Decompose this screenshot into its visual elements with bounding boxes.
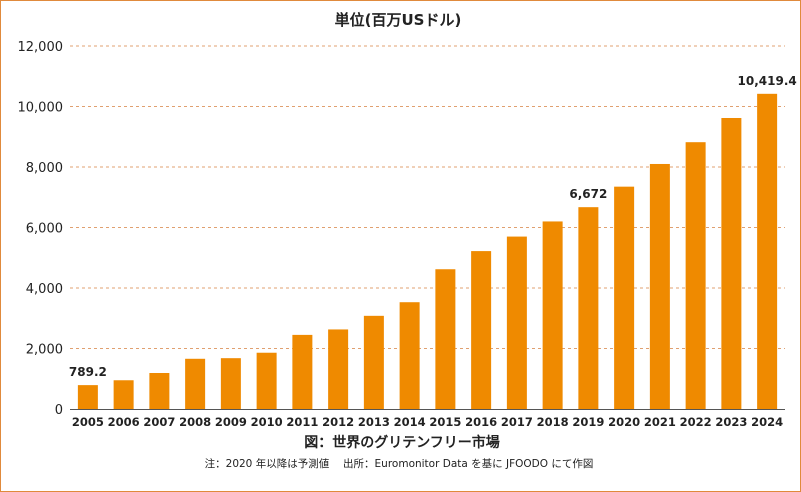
data-labels: 789.2 6,672 10,419.4 bbox=[69, 74, 797, 379]
x-tick-label: 2013 bbox=[358, 415, 390, 429]
unit-label: 単位(百万USドル) bbox=[335, 11, 462, 29]
bar-2020 bbox=[614, 186, 635, 409]
x-tick-label: 2016 bbox=[465, 415, 497, 429]
y-tick-label: 2,000 bbox=[26, 343, 63, 358]
bar-2006 bbox=[113, 380, 134, 409]
bar-2019 bbox=[578, 207, 599, 409]
bar-2018 bbox=[542, 221, 563, 409]
bar-2010 bbox=[256, 352, 277, 409]
x-tick-label: 2007 bbox=[143, 415, 175, 429]
y-tick-label: 12,000 bbox=[18, 40, 64, 55]
x-tick-label: 2006 bbox=[108, 415, 140, 429]
bar-2016 bbox=[471, 251, 492, 409]
bar-2009 bbox=[220, 358, 241, 409]
x-tick-label: 2023 bbox=[715, 415, 747, 429]
x-tick-label: 2011 bbox=[286, 415, 318, 429]
x-tick-label: 2018 bbox=[537, 415, 569, 429]
bar-2007 bbox=[149, 373, 170, 409]
bar-2005 bbox=[77, 385, 98, 409]
x-tick-label: 2008 bbox=[179, 415, 211, 429]
bar-2014 bbox=[399, 302, 420, 409]
x-tick-label: 2010 bbox=[251, 415, 283, 429]
bar-2023 bbox=[721, 117, 742, 410]
bar-2024 bbox=[757, 93, 778, 410]
bar-2008 bbox=[185, 358, 206, 409]
y-tick-label: 10,000 bbox=[18, 101, 64, 116]
bar-2015 bbox=[435, 269, 456, 409]
x-tick-label: 2012 bbox=[322, 415, 354, 429]
x-tick-label: 2017 bbox=[501, 415, 533, 429]
bars bbox=[77, 93, 778, 410]
bar-2022 bbox=[685, 142, 706, 409]
x-tick-label: 2022 bbox=[680, 415, 712, 429]
x-tick-label: 2014 bbox=[394, 415, 426, 429]
x-tick-label: 2024 bbox=[751, 415, 783, 429]
x-tick-label: 2020 bbox=[608, 415, 640, 429]
bar-2021 bbox=[649, 163, 670, 409]
data-label-2024: 10,419.4 bbox=[738, 74, 797, 88]
y-axis-ticks: 0 2,000 4,000 6,000 8,000 10,000 12,000 bbox=[18, 40, 64, 418]
bar-2017 bbox=[506, 236, 527, 409]
y-tick-label: 0 bbox=[55, 403, 63, 418]
x-tick-label: 2021 bbox=[644, 415, 676, 429]
data-label-2005: 789.2 bbox=[69, 365, 107, 379]
x-axis-ticks: 2005 2006 2007 2008 2009 2010 2011 2012 2013 2014… bbox=[72, 415, 783, 429]
y-tick-label: 6,000 bbox=[26, 222, 63, 237]
x-tick-label: 2005 bbox=[72, 415, 104, 429]
bar-2013 bbox=[363, 315, 384, 409]
x-tick-label: 2009 bbox=[215, 415, 247, 429]
y-tick-label: 8,000 bbox=[26, 161, 63, 176]
x-tick-label: 2019 bbox=[572, 415, 604, 429]
source-note: 注：2020 年以降は予測値 出所：Euromonitor Data を基に J… bbox=[205, 457, 594, 470]
gridlines bbox=[70, 45, 785, 349]
chart-title: 図：世界のグリテンフリー市場 bbox=[304, 434, 500, 451]
x-tick-label: 2015 bbox=[429, 415, 461, 429]
data-label-2019: 6,672 bbox=[569, 187, 607, 201]
bar-2012 bbox=[328, 329, 349, 409]
y-tick-label: 4,000 bbox=[26, 282, 63, 297]
bar-2011 bbox=[292, 334, 313, 409]
